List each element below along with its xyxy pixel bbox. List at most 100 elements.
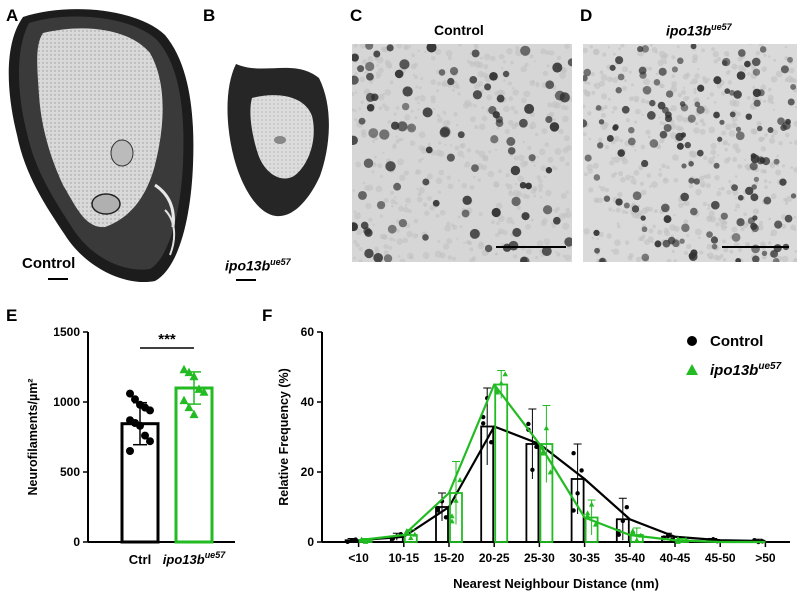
data-point (408, 535, 414, 541)
panel-a-label: Control (22, 255, 76, 272)
data-point (526, 421, 531, 427)
y-tick-label: 60 (301, 325, 315, 339)
x-tick-label: >50 (755, 551, 776, 565)
em-image-mutant-axon (227, 64, 329, 217)
data-point (449, 513, 455, 519)
legend-label-mutant: ipo13bue57 (710, 361, 782, 379)
panel-letter-b: B (203, 6, 216, 25)
x-tick-label: 30-35 (569, 551, 600, 565)
data-point (353, 537, 358, 542)
panel-letter-a: A (6, 6, 19, 25)
data-point (584, 510, 591, 516)
data-point (630, 527, 636, 533)
data-point (189, 409, 199, 419)
trend-line-control (358, 425, 766, 543)
chart-f-nearest-neighbour-distribution: 0 20 40 60 Relative Frequency (%) <10 10-15 15-… (277, 325, 790, 591)
y-tick-label: 0 (73, 535, 80, 549)
y-axis-label: Neurofilaments/µm² (26, 379, 40, 496)
data-point (534, 444, 539, 450)
data-point (592, 521, 599, 527)
data-point (199, 387, 209, 396)
panel-b-label-base: ipo13b (225, 257, 271, 274)
x-tick-label: <10 (348, 551, 369, 565)
panel-letter-e: E (6, 306, 18, 325)
data-point (136, 421, 144, 430)
data-point (345, 539, 350, 544)
data-point (575, 491, 580, 496)
panel-letter-d: D (580, 6, 593, 25)
data-point (634, 537, 640, 543)
data-point (543, 425, 550, 431)
panel-d-title-sup: ue57 (711, 22, 732, 32)
scalebar-c (496, 246, 566, 248)
data-point (624, 505, 629, 510)
data-point (412, 531, 418, 537)
y-tick-label: 40 (301, 395, 315, 409)
scalebar-d (722, 246, 789, 248)
panel-letter-c: C (350, 6, 363, 25)
panel-b-label: ipo13bue57 (225, 257, 291, 274)
x-tick-label: ipo13bue57 (163, 550, 226, 567)
x-axis-label: Nearest Neighbour Distance (nm) (453, 576, 659, 591)
x-tick-label: 45-50 (705, 551, 736, 565)
data-point (179, 395, 189, 405)
data-point (502, 371, 508, 377)
data-point (547, 469, 554, 475)
data-point (579, 468, 584, 473)
data-point (571, 508, 576, 513)
data-point (453, 497, 459, 503)
x-tick-label: 10-15 (388, 551, 419, 565)
em-image-mutant-filaments (583, 44, 797, 262)
em-image-control-filaments (352, 44, 572, 262)
x-tick-label: 35-40 (614, 551, 645, 565)
data-point (443, 515, 449, 520)
data-point (194, 384, 204, 393)
x-tick-label: 40-45 (660, 551, 691, 565)
data-point (126, 389, 134, 398)
y-tick-label: 0 (307, 535, 314, 549)
data-point (126, 447, 134, 455)
data-point (366, 537, 373, 543)
x-tick-label: 25-30 (524, 551, 555, 565)
y-tick-label: 1000 (53, 395, 80, 409)
data-point (539, 450, 546, 456)
data-point (179, 364, 189, 374)
chart-e-neurofilament-density: 0 500 1000 1500 Neurofilaments/µm² Ctrl ipo13b… (26, 325, 235, 567)
data-point (184, 402, 194, 412)
x-tick-label: 15-20 (434, 551, 465, 565)
data-point (449, 518, 455, 524)
data-point (530, 467, 535, 472)
data-point (489, 440, 494, 445)
panel-letter-f: F (262, 306, 273, 325)
em-image-control-axon (8, 9, 194, 283)
significance-label: *** (158, 331, 176, 348)
data-point (146, 406, 154, 415)
data-point (141, 431, 149, 440)
x-tick-label: Ctrl (129, 552, 151, 567)
legend-label-control: Control (710, 333, 763, 350)
data-point (620, 518, 625, 524)
panel-b-label-sup: ue57 (270, 257, 291, 267)
y-tick-label: 20 (301, 465, 315, 479)
data-point (498, 380, 504, 386)
data-point (435, 505, 441, 511)
legend-marker-control (687, 336, 697, 346)
y-tick-label: 500 (60, 465, 80, 479)
data-point (481, 421, 486, 426)
panel-d-title-base: ipo13b (666, 22, 712, 39)
bar-mutant (494, 383, 509, 543)
data-point (571, 451, 576, 456)
panel-d-title: ipo13bue57 (666, 22, 732, 39)
trend-line-mutant (358, 383, 766, 544)
data-point (457, 477, 463, 483)
panel-c-title: Control (434, 22, 484, 38)
data-point (362, 538, 369, 544)
data-point (146, 437, 154, 446)
data-point (131, 395, 139, 404)
data-point (616, 532, 621, 537)
data-point (584, 513, 591, 519)
y-tick-label: 1500 (53, 325, 80, 339)
data-point (349, 538, 354, 543)
data-point (184, 367, 194, 377)
data-point (588, 501, 595, 507)
